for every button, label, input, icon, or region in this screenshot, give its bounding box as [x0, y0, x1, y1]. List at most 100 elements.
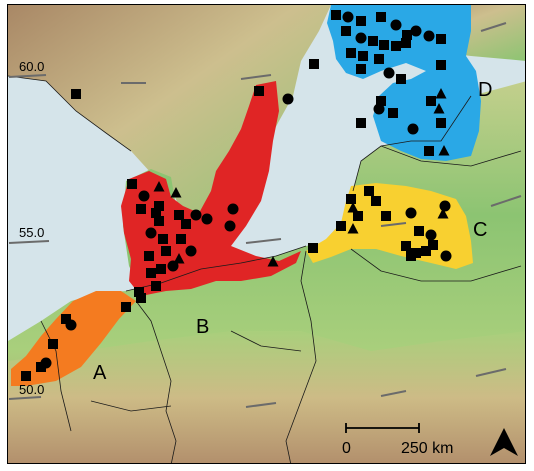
- region-label-a: A: [93, 362, 107, 384]
- site-marker-square: [376, 96, 386, 106]
- site-marker-circle: [201, 213, 213, 225]
- site-marker-circle: [65, 319, 77, 331]
- site-marker-circle: [190, 209, 202, 221]
- site-marker-square: [151, 208, 161, 218]
- site-marker-square: [156, 264, 166, 274]
- site-markers: [21, 10, 452, 381]
- site-marker-square: [401, 241, 411, 251]
- site-marker-square: [48, 339, 58, 349]
- site-marker-circle: [227, 203, 239, 215]
- region-label-b: B: [196, 316, 209, 338]
- site-marker-circle: [145, 227, 157, 239]
- site-marker-square: [136, 293, 146, 303]
- site-marker-circle: [342, 11, 354, 23]
- scale-bar: [345, 423, 420, 433]
- site-marker-square: [353, 211, 363, 221]
- site-marker-circle: [383, 67, 395, 79]
- site-marker-square: [121, 302, 131, 312]
- site-marker-triangle: [433, 103, 445, 114]
- site-marker-triangle: [153, 181, 165, 192]
- site-marker-square: [127, 179, 137, 189]
- site-marker-triangle: [173, 253, 185, 264]
- site-marker-square: [376, 12, 386, 22]
- site-marker-square: [364, 186, 374, 196]
- site-marker-circle: [185, 245, 197, 257]
- graticule: [8, 22, 522, 408]
- site-marker-circle: [373, 103, 385, 115]
- site-marker-square: [424, 146, 434, 156]
- site-marker-square: [144, 251, 154, 261]
- site-marker-square: [436, 118, 446, 128]
- site-marker-square: [309, 59, 319, 69]
- site-marker-square: [341, 26, 351, 36]
- site-marker-square: [356, 64, 366, 74]
- site-marker-square: [402, 30, 412, 40]
- site-marker-square: [176, 234, 186, 244]
- site-marker-square: [346, 48, 356, 58]
- map-canvas: 60.0 55.0 50.0 A B C D 0 250 km: [8, 5, 525, 463]
- site-marker-circle: [40, 357, 52, 369]
- site-marker-square: [346, 194, 356, 204]
- site-marker-square: [426, 96, 436, 106]
- site-marker-square: [368, 36, 378, 46]
- site-marker-square: [71, 89, 81, 99]
- site-marker-square: [371, 196, 381, 206]
- site-marker-triangle: [347, 223, 359, 234]
- site-marker-square: [161, 246, 171, 256]
- site-marker-square: [154, 201, 164, 211]
- site-marker-square: [174, 210, 184, 220]
- site-marker-circle: [407, 123, 419, 135]
- site-marker-triangle: [170, 187, 182, 198]
- site-marker-square: [146, 268, 156, 278]
- region-label-c: C: [473, 219, 487, 241]
- site-marker-circle: [425, 229, 437, 241]
- latitude-label-60: 60.0: [19, 59, 44, 74]
- site-marker-triangle: [347, 202, 359, 213]
- site-marker-square: [414, 226, 424, 236]
- site-marker-square: [356, 16, 366, 26]
- site-marker-triangle: [437, 208, 449, 219]
- site-marker-square: [379, 40, 389, 50]
- southern-hills: [8, 331, 525, 463]
- site-marker-square: [254, 86, 264, 96]
- scale-bar-end-label: 250 km: [401, 440, 453, 457]
- site-marker-square: [356, 118, 366, 128]
- north-arrow-icon: [490, 428, 518, 456]
- site-marker-square: [154, 216, 164, 226]
- site-marker-square: [401, 38, 411, 48]
- site-marker-square: [136, 204, 146, 214]
- region-label-d: D: [478, 79, 492, 101]
- site-marker-circle: [167, 260, 179, 272]
- site-marker-square: [396, 74, 406, 84]
- site-marker-circle: [439, 200, 451, 212]
- site-marker-square: [374, 54, 384, 64]
- site-marker-square: [436, 60, 446, 70]
- site-marker-square: [61, 314, 71, 324]
- site-marker-square: [421, 246, 431, 256]
- site-marker-circle: [440, 250, 452, 262]
- site-marker-square: [134, 287, 144, 297]
- site-marker-square: [336, 221, 346, 231]
- site-marker-circle: [423, 30, 435, 42]
- site-marker-circle: [410, 25, 422, 37]
- map-frame: 60.0 55.0 50.0 A B C D 0 250 km: [7, 4, 526, 464]
- site-marker-circle: [282, 93, 294, 105]
- site-marker-square: [406, 251, 416, 261]
- site-marker-circle: [405, 207, 417, 219]
- site-marker-circle: [138, 190, 150, 202]
- site-marker-circle: [390, 19, 402, 31]
- scale-bar-start-label: 0: [342, 440, 351, 457]
- site-marker-square: [151, 281, 161, 291]
- site-marker-square: [381, 211, 391, 221]
- site-marker-triangle: [438, 145, 450, 156]
- site-marker-circle: [224, 220, 236, 232]
- site-marker-square: [181, 219, 191, 229]
- site-marker-square: [388, 108, 398, 118]
- site-marker-square: [428, 240, 438, 250]
- latitude-label-50: 50.0: [19, 382, 44, 397]
- site-marker-square: [331, 10, 341, 20]
- site-marker-triangle: [435, 88, 447, 99]
- country-borders: [40, 145, 522, 463]
- site-marker-square: [358, 51, 368, 61]
- site-marker-square: [158, 234, 168, 244]
